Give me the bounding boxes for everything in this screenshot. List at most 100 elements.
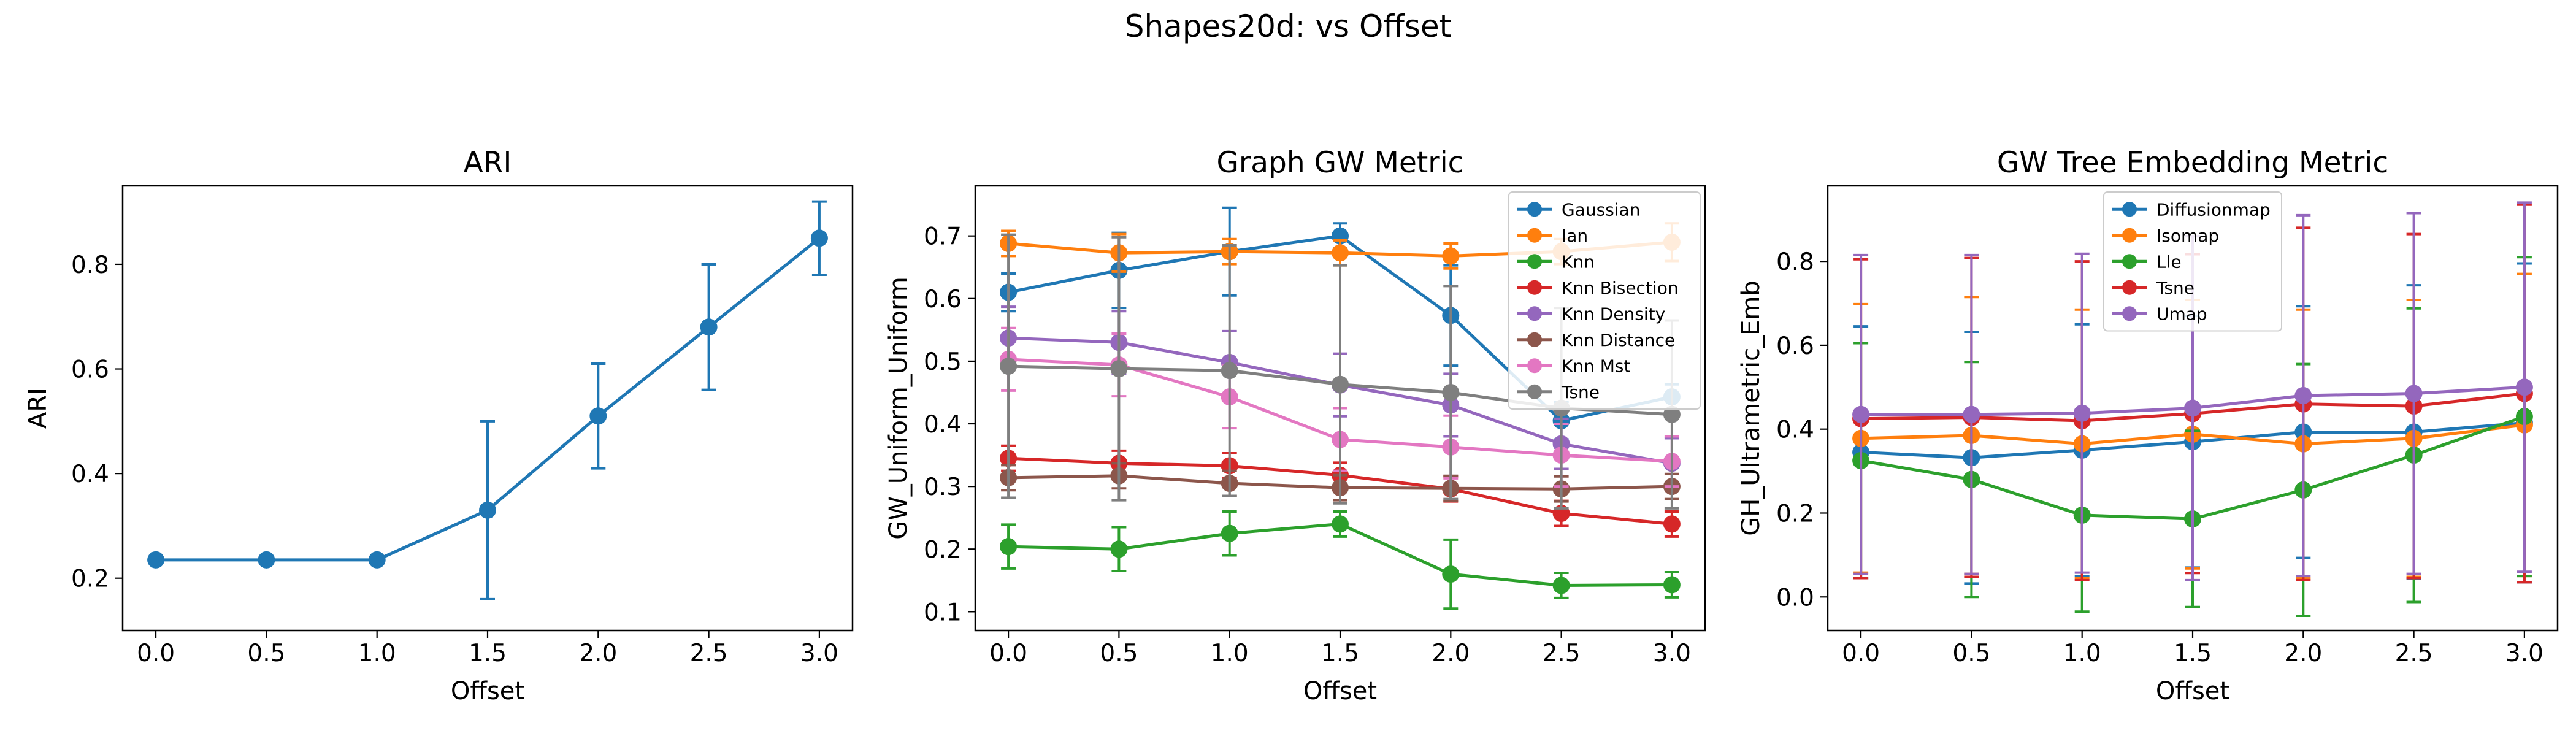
- y-tick-label: 0.8: [71, 251, 109, 279]
- data-point: [1442, 383, 1460, 401]
- y-tick-label: 0.2: [1776, 500, 1814, 527]
- y-tick-label: 0.6: [924, 286, 962, 313]
- data-point: [2515, 378, 2533, 396]
- y-tick-label: 0.0: [1776, 584, 1814, 611]
- x-tick-label: 0.5: [1952, 640, 1990, 667]
- axes-frame: [1827, 185, 2559, 632]
- data-point: [368, 551, 386, 569]
- legend-box: [2103, 191, 2282, 332]
- data-point: [1332, 515, 1349, 533]
- legend-swatch-marker: [1527, 202, 1542, 217]
- y-tick-label: 0.4: [1776, 416, 1814, 444]
- y-tick-label: 0.8: [1776, 248, 1814, 276]
- x-tick-label: 1.0: [2063, 640, 2101, 667]
- data-point: [1332, 244, 1349, 262]
- y-tick-label: 0.3: [924, 473, 962, 501]
- data-point: [1110, 360, 1128, 378]
- y-tick-label: 0.6: [71, 356, 109, 384]
- y-tick-label: 0.1: [924, 599, 962, 626]
- chart-panel-3: GW Tree Embedding Metric 0.0 0.5 1.0 1.5 2.0 2…: [1737, 146, 2559, 705]
- x-axis-label: Offset: [2156, 677, 2229, 705]
- legend: Diffusionmap Isomap Lle Tsne Umap: [2103, 191, 2282, 332]
- legend-entry: Tsne: [2112, 278, 2195, 298]
- chart-panels: ARI 0.0 0.5 1.0 1.5 2.0 2.5 3.0 0.2 0.4 0.6 0.8 Offs…: [24, 146, 2559, 705]
- legend-swatch-marker: [2122, 228, 2137, 243]
- data-point: [589, 407, 607, 425]
- y-axis-label: GH_Ultrametric_Emb: [1737, 280, 1765, 536]
- x-tick-label: 2.5: [690, 640, 728, 667]
- data-point: [1663, 576, 1681, 594]
- x-tick-label: 0.0: [989, 640, 1027, 667]
- figure-suptitle: Shapes20d: vs Offset: [1125, 9, 1451, 44]
- y-axis-label: GW_Uniform_Uniform: [884, 277, 913, 540]
- legend-label: Knn Density: [1562, 304, 1665, 324]
- data-point: [2294, 386, 2312, 404]
- legend-swatch-marker: [2122, 254, 2137, 269]
- legend-entry: Diffusionmap: [2112, 199, 2271, 220]
- x-tick-label: 3.0: [800, 640, 838, 667]
- x-tick-label: 2.0: [2284, 640, 2322, 667]
- legend-label: Diffusionmap: [2156, 199, 2271, 220]
- x-tick-label: 0.0: [137, 640, 175, 667]
- x-tick-label: 1.0: [1211, 640, 1249, 667]
- data-point: [1221, 524, 1238, 542]
- plot-area: [147, 200, 828, 600]
- data-point: [2405, 385, 2423, 402]
- y-tick-label: 0.2: [71, 565, 109, 593]
- y-tick-label: 0.7: [924, 223, 962, 251]
- legend-swatch-marker: [1527, 306, 1542, 321]
- data-point: [479, 501, 496, 519]
- series-1: [147, 200, 828, 600]
- legend-swatch-marker: [2122, 202, 2137, 217]
- chart-panel-1: ARI 0.0 0.5 1.0 1.5 2.0 2.5 3.0 0.2 0.4 0.6 0.8 Offs…: [24, 146, 854, 705]
- legend-label: Isomap: [2156, 226, 2219, 246]
- data-point: [700, 318, 718, 336]
- legend-swatch-marker: [1527, 280, 1542, 295]
- y-tick-label: 0.2: [924, 536, 962, 564]
- data-point: [1963, 405, 1980, 423]
- legend-swatch-marker: [1527, 332, 1542, 347]
- data-point: [1332, 375, 1349, 393]
- x-tick-label: 1.0: [358, 640, 396, 667]
- data-point: [1663, 515, 1681, 533]
- x-tick-label: 3.0: [1653, 640, 1691, 667]
- legend-label: Knn Distance: [1562, 330, 1675, 350]
- legend-swatch-marker: [1527, 384, 1542, 399]
- data-point: [1110, 540, 1128, 558]
- plot-area: [1852, 201, 2533, 618]
- legend-entry: Tsne: [1517, 382, 1600, 402]
- data-point: [1552, 577, 1570, 594]
- data-point: [1852, 405, 1870, 423]
- panel-title: GW Tree Embedding Metric: [1997, 146, 2388, 180]
- y-tick-label: 0.4: [924, 411, 962, 439]
- y-tick-label: 0.6: [1776, 332, 1814, 360]
- x-tick-label: 1.5: [469, 640, 507, 667]
- legend-label: Lle: [2156, 251, 2182, 272]
- legend: Gaussian Ian Knn Knn Bisection Knn Density Kn…: [1508, 191, 1701, 410]
- legend-label: Gaussian: [1562, 199, 1640, 220]
- data-point: [258, 551, 275, 569]
- chart-panel-2: Graph GW Metric 0.0 0.5 1.0 1.5 2.0 2.5 3.0 0.1 0…: [884, 146, 1706, 705]
- axes-frame: [974, 185, 1706, 632]
- data-point: [1000, 358, 1018, 375]
- data-point: [1663, 405, 1681, 423]
- legend-label: Knn Bisection: [1562, 278, 1679, 298]
- legend-entry: Knn Distance: [1517, 330, 1675, 350]
- legend-swatch-marker: [2122, 280, 2137, 295]
- legend-entry: Gaussian: [1517, 199, 1640, 220]
- legend-swatch-marker: [1527, 358, 1542, 374]
- x-tick-label: 1.5: [2174, 640, 2212, 667]
- data-point: [147, 551, 165, 569]
- legend-entry: Knn Bisection: [1517, 278, 1679, 298]
- data-point: [2073, 404, 2091, 422]
- x-tick-label: 0.0: [1842, 640, 1880, 667]
- legend-entry: Isomap: [2112, 226, 2219, 246]
- x-tick-label: 0.5: [1100, 640, 1138, 667]
- x-tick-label: 1.5: [1321, 640, 1359, 667]
- legend-label: Ian: [1562, 226, 1588, 246]
- legend-entry: Knn: [1517, 251, 1595, 272]
- x-tick-label: 0.5: [247, 640, 285, 667]
- data-point: [1442, 247, 1460, 265]
- legend-label: Tsne: [2156, 278, 2195, 298]
- legend-label: Knn: [1562, 251, 1595, 272]
